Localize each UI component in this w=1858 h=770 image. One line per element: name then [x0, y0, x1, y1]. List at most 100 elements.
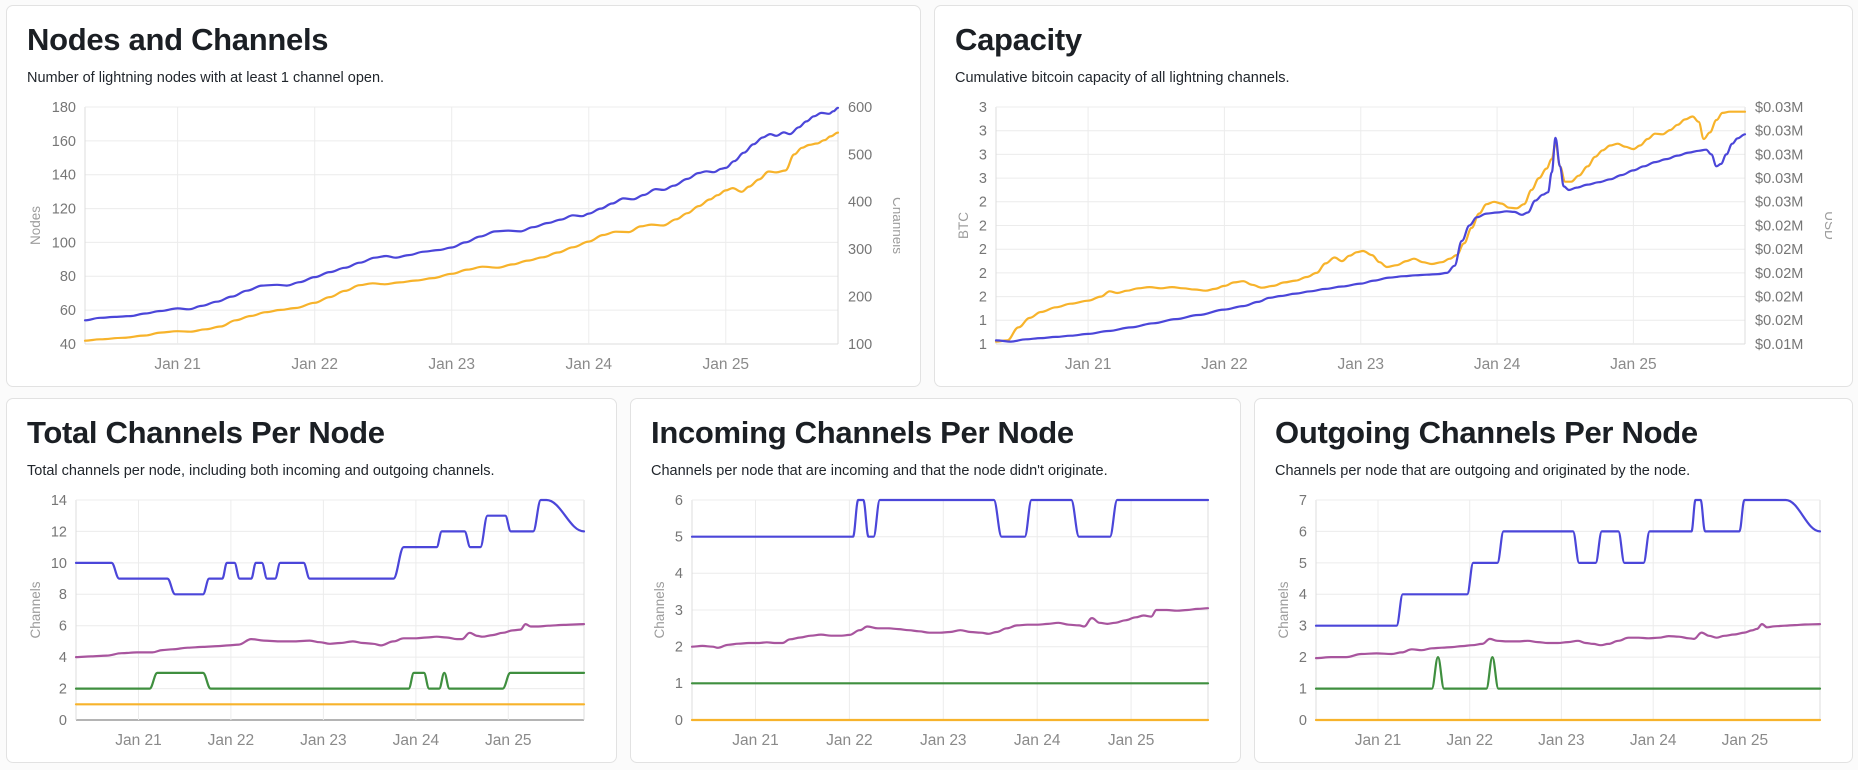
svg-text:3: 3: [979, 100, 987, 116]
dashboard-row-bottom: Total Channels Per Node Total channels p…: [6, 398, 1853, 763]
svg-text:$0.03M: $0.03M: [1755, 148, 1803, 164]
svg-text:Jan 23: Jan 23: [428, 356, 475, 373]
svg-text:BTC: BTC: [956, 212, 971, 239]
chart-subtitle-total-channels: Total channels per node, including both …: [27, 463, 495, 480]
svg-text:3: 3: [979, 171, 987, 187]
svg-text:6: 6: [1299, 525, 1307, 541]
card-outgoing-channels-per-node: Outgoing Channels Per Node Channels per …: [1254, 398, 1853, 763]
svg-text:Channels: Channels: [1276, 582, 1291, 639]
chart-plot-total-channels[interactable]: 14 12 10 8 6 4 2 0 Jan 21 Jan 22 Jan 23 Jan 24 Jan 2…: [27, 492, 596, 756]
svg-text:Jan 24: Jan 24: [1630, 732, 1677, 749]
svg-text:14: 14: [51, 493, 67, 509]
dashboard-row-top: Nodes and Channels Number of lightning n…: [6, 5, 1853, 387]
svg-text:Jan 22: Jan 22: [291, 356, 338, 373]
svg-text:0: 0: [59, 713, 67, 729]
svg-text:3: 3: [675, 603, 683, 619]
chart-title-nodes-and-channels: Nodes and Channels: [27, 22, 329, 57]
svg-text:$0.03M: $0.03M: [1755, 195, 1803, 211]
svg-text:1: 1: [979, 337, 987, 353]
card-nodes-and-channels: Nodes and Channels Number of lightning n…: [6, 5, 921, 387]
card-total-channels-per-node: Total Channels Per Node Total channels p…: [6, 398, 617, 763]
svg-text:Jan 25: Jan 25: [1108, 732, 1155, 749]
svg-text:3: 3: [1299, 619, 1307, 635]
svg-text:10: 10: [51, 556, 67, 572]
svg-text:Nodes: Nodes: [28, 206, 43, 245]
svg-text:100: 100: [52, 236, 76, 252]
svg-text:6: 6: [59, 619, 67, 635]
svg-text:$0.02M: $0.02M: [1755, 290, 1803, 306]
svg-text:Jan 24: Jan 24: [1474, 356, 1521, 373]
chart-plot-capacity[interactable]: 3 3 3 3 2 2 2 2 2 1 1 Jan 21 Jan 22 Jan 23 Jan 24 Jan 2…: [955, 99, 1832, 380]
card-incoming-channels-per-node: Incoming Channels Per Node Channels per …: [630, 398, 1241, 763]
chart-plot-incoming-channels[interactable]: 6 5 4 3 2 1 0 Jan 21 Jan 22 Jan 23 Jan 24 Jan 25 Cha…: [651, 492, 1220, 756]
svg-text:2: 2: [979, 243, 987, 259]
svg-text:Jan 22: Jan 22: [1446, 732, 1493, 749]
svg-text:40: 40: [60, 337, 76, 353]
svg-text:$0.02M: $0.02M: [1755, 266, 1803, 282]
svg-text:100: 100: [848, 337, 872, 353]
svg-text:60: 60: [60, 303, 76, 319]
chart-title-total-channels: Total Channels Per Node: [27, 415, 385, 450]
svg-text:200: 200: [848, 290, 872, 306]
svg-text:4: 4: [675, 567, 683, 583]
svg-text:120: 120: [52, 202, 76, 218]
svg-text:Jan 21: Jan 21: [732, 732, 779, 749]
svg-text:USD: USD: [1822, 212, 1832, 241]
svg-text:3: 3: [979, 124, 987, 140]
svg-text:2: 2: [979, 290, 987, 306]
svg-text:$0.03M: $0.03M: [1755, 171, 1803, 187]
svg-text:500: 500: [848, 148, 872, 164]
svg-text:Jan 24: Jan 24: [393, 732, 440, 749]
svg-text:2: 2: [979, 195, 987, 211]
svg-text:Jan 21: Jan 21: [1355, 732, 1402, 749]
svg-text:Jan 25: Jan 25: [1722, 732, 1769, 749]
svg-text:Channels: Channels: [890, 197, 900, 254]
svg-text:Jan 23: Jan 23: [300, 732, 347, 749]
svg-text:Jan 23: Jan 23: [1338, 356, 1385, 373]
chart-subtitle-outgoing-channels: Channels per node that are outgoing and …: [1275, 463, 1691, 480]
chart-plot-nodes-and-channels[interactable]: 180 160 140 120 100 80 60 40 Jan 21 Jan 22 Jan 23 J…: [27, 99, 900, 380]
svg-text:6: 6: [675, 493, 683, 509]
chart-subtitle-capacity: Cumulative bitcoin capacity of all light…: [955, 70, 1290, 87]
svg-text:8: 8: [59, 588, 67, 604]
svg-text:Jan 23: Jan 23: [920, 732, 967, 749]
svg-text:1: 1: [675, 677, 683, 693]
svg-text:$0.02M: $0.02M: [1755, 243, 1803, 259]
svg-text:Jan 25: Jan 25: [1610, 356, 1657, 373]
chart-subtitle-nodes-and-channels: Number of lightning nodes with at least …: [27, 70, 385, 87]
svg-text:400: 400: [848, 195, 872, 211]
svg-text:$0.03M: $0.03M: [1755, 100, 1803, 116]
svg-text:Jan 24: Jan 24: [1014, 732, 1061, 749]
card-capacity: Capacity Cumulative bitcoin capacity of …: [934, 5, 1853, 387]
svg-text:1: 1: [979, 314, 987, 330]
chart-title-capacity: Capacity: [955, 22, 1082, 57]
svg-text:Jan 22: Jan 22: [1201, 356, 1248, 373]
chart-title-incoming-channels: Incoming Channels Per Node: [651, 415, 1074, 450]
svg-text:Jan 25: Jan 25: [485, 732, 532, 749]
svg-text:$0.02M: $0.02M: [1755, 314, 1803, 330]
svg-text:2: 2: [675, 640, 683, 656]
svg-text:7: 7: [1299, 493, 1307, 509]
svg-text:1: 1: [1299, 682, 1307, 698]
svg-text:Channels: Channels: [28, 582, 43, 639]
svg-text:Jan 23: Jan 23: [1538, 732, 1585, 749]
svg-text:Jan 24: Jan 24: [566, 356, 613, 373]
svg-text:Jan 21: Jan 21: [1065, 356, 1112, 373]
svg-text:$0.03M: $0.03M: [1755, 124, 1803, 140]
svg-text:0: 0: [1299, 713, 1307, 729]
chart-subtitle-incoming-channels: Channels per node that are incoming and …: [651, 463, 1108, 480]
svg-text:Jan 22: Jan 22: [208, 732, 255, 749]
svg-text:180: 180: [52, 100, 76, 116]
svg-text:Jan 22: Jan 22: [826, 732, 873, 749]
svg-text:Jan 25: Jan 25: [703, 356, 750, 373]
svg-text:2: 2: [59, 682, 67, 698]
svg-text:140: 140: [52, 168, 76, 184]
svg-text:Jan 21: Jan 21: [154, 356, 201, 373]
svg-text:5: 5: [1299, 556, 1307, 572]
chart-plot-outgoing-channels[interactable]: 7 6 5 4 3 2 1 0 Jan 21 Jan 22 Jan 23 Jan 24 Jan 25 Ch…: [1275, 492, 1832, 756]
svg-text:80: 80: [60, 270, 76, 286]
chart-title-outgoing-channels: Outgoing Channels Per Node: [1275, 415, 1698, 450]
svg-text:Channels: Channels: [652, 582, 667, 639]
svg-text:$0.02M: $0.02M: [1755, 219, 1803, 235]
